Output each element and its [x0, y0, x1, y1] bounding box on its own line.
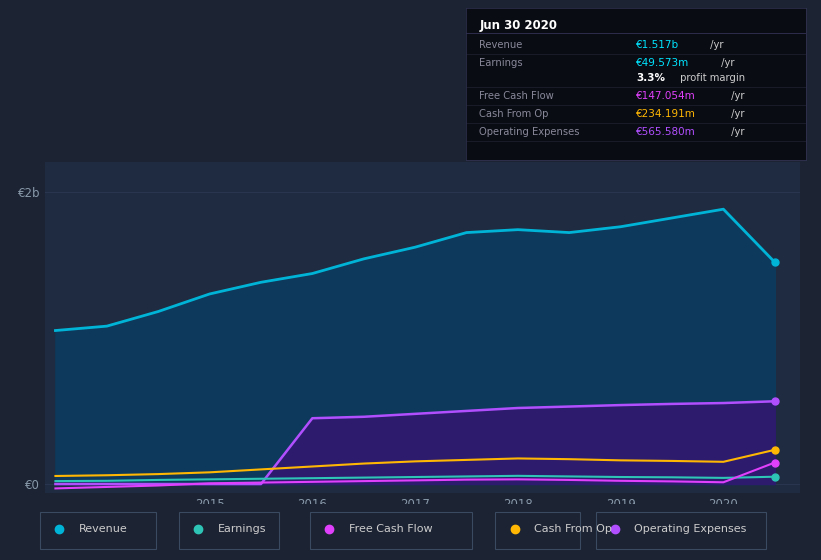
- Text: Earnings: Earnings: [479, 58, 523, 68]
- Text: Free Cash Flow: Free Cash Flow: [479, 91, 554, 101]
- FancyBboxPatch shape: [596, 512, 765, 549]
- Text: Revenue: Revenue: [79, 524, 127, 534]
- FancyBboxPatch shape: [40, 512, 156, 549]
- Text: Operating Expenses: Operating Expenses: [479, 127, 580, 137]
- Text: /yr: /yr: [728, 91, 745, 101]
- Text: 3.3%: 3.3%: [635, 73, 665, 83]
- Text: /yr: /yr: [728, 127, 745, 137]
- FancyBboxPatch shape: [179, 512, 279, 549]
- Text: €49.573m: €49.573m: [635, 58, 689, 68]
- Text: Revenue: Revenue: [479, 40, 522, 50]
- Text: /yr: /yr: [718, 58, 734, 68]
- Text: €1.517b: €1.517b: [635, 40, 679, 50]
- Text: €565.580m: €565.580m: [635, 127, 695, 137]
- Text: profit margin: profit margin: [677, 73, 745, 83]
- Text: Operating Expenses: Operating Expenses: [635, 524, 746, 534]
- Text: Jun 30 2020: Jun 30 2020: [479, 19, 557, 32]
- FancyBboxPatch shape: [310, 512, 472, 549]
- Text: €147.054m: €147.054m: [635, 91, 695, 101]
- Text: €234.191m: €234.191m: [635, 109, 695, 119]
- Text: /yr: /yr: [708, 40, 724, 50]
- Text: Cash From Op: Cash From Op: [479, 109, 548, 119]
- Text: Cash From Op: Cash From Op: [534, 524, 612, 534]
- Text: /yr: /yr: [728, 109, 745, 119]
- Text: Free Cash Flow: Free Cash Flow: [349, 524, 433, 534]
- Text: Earnings: Earnings: [218, 524, 266, 534]
- FancyBboxPatch shape: [495, 512, 580, 549]
